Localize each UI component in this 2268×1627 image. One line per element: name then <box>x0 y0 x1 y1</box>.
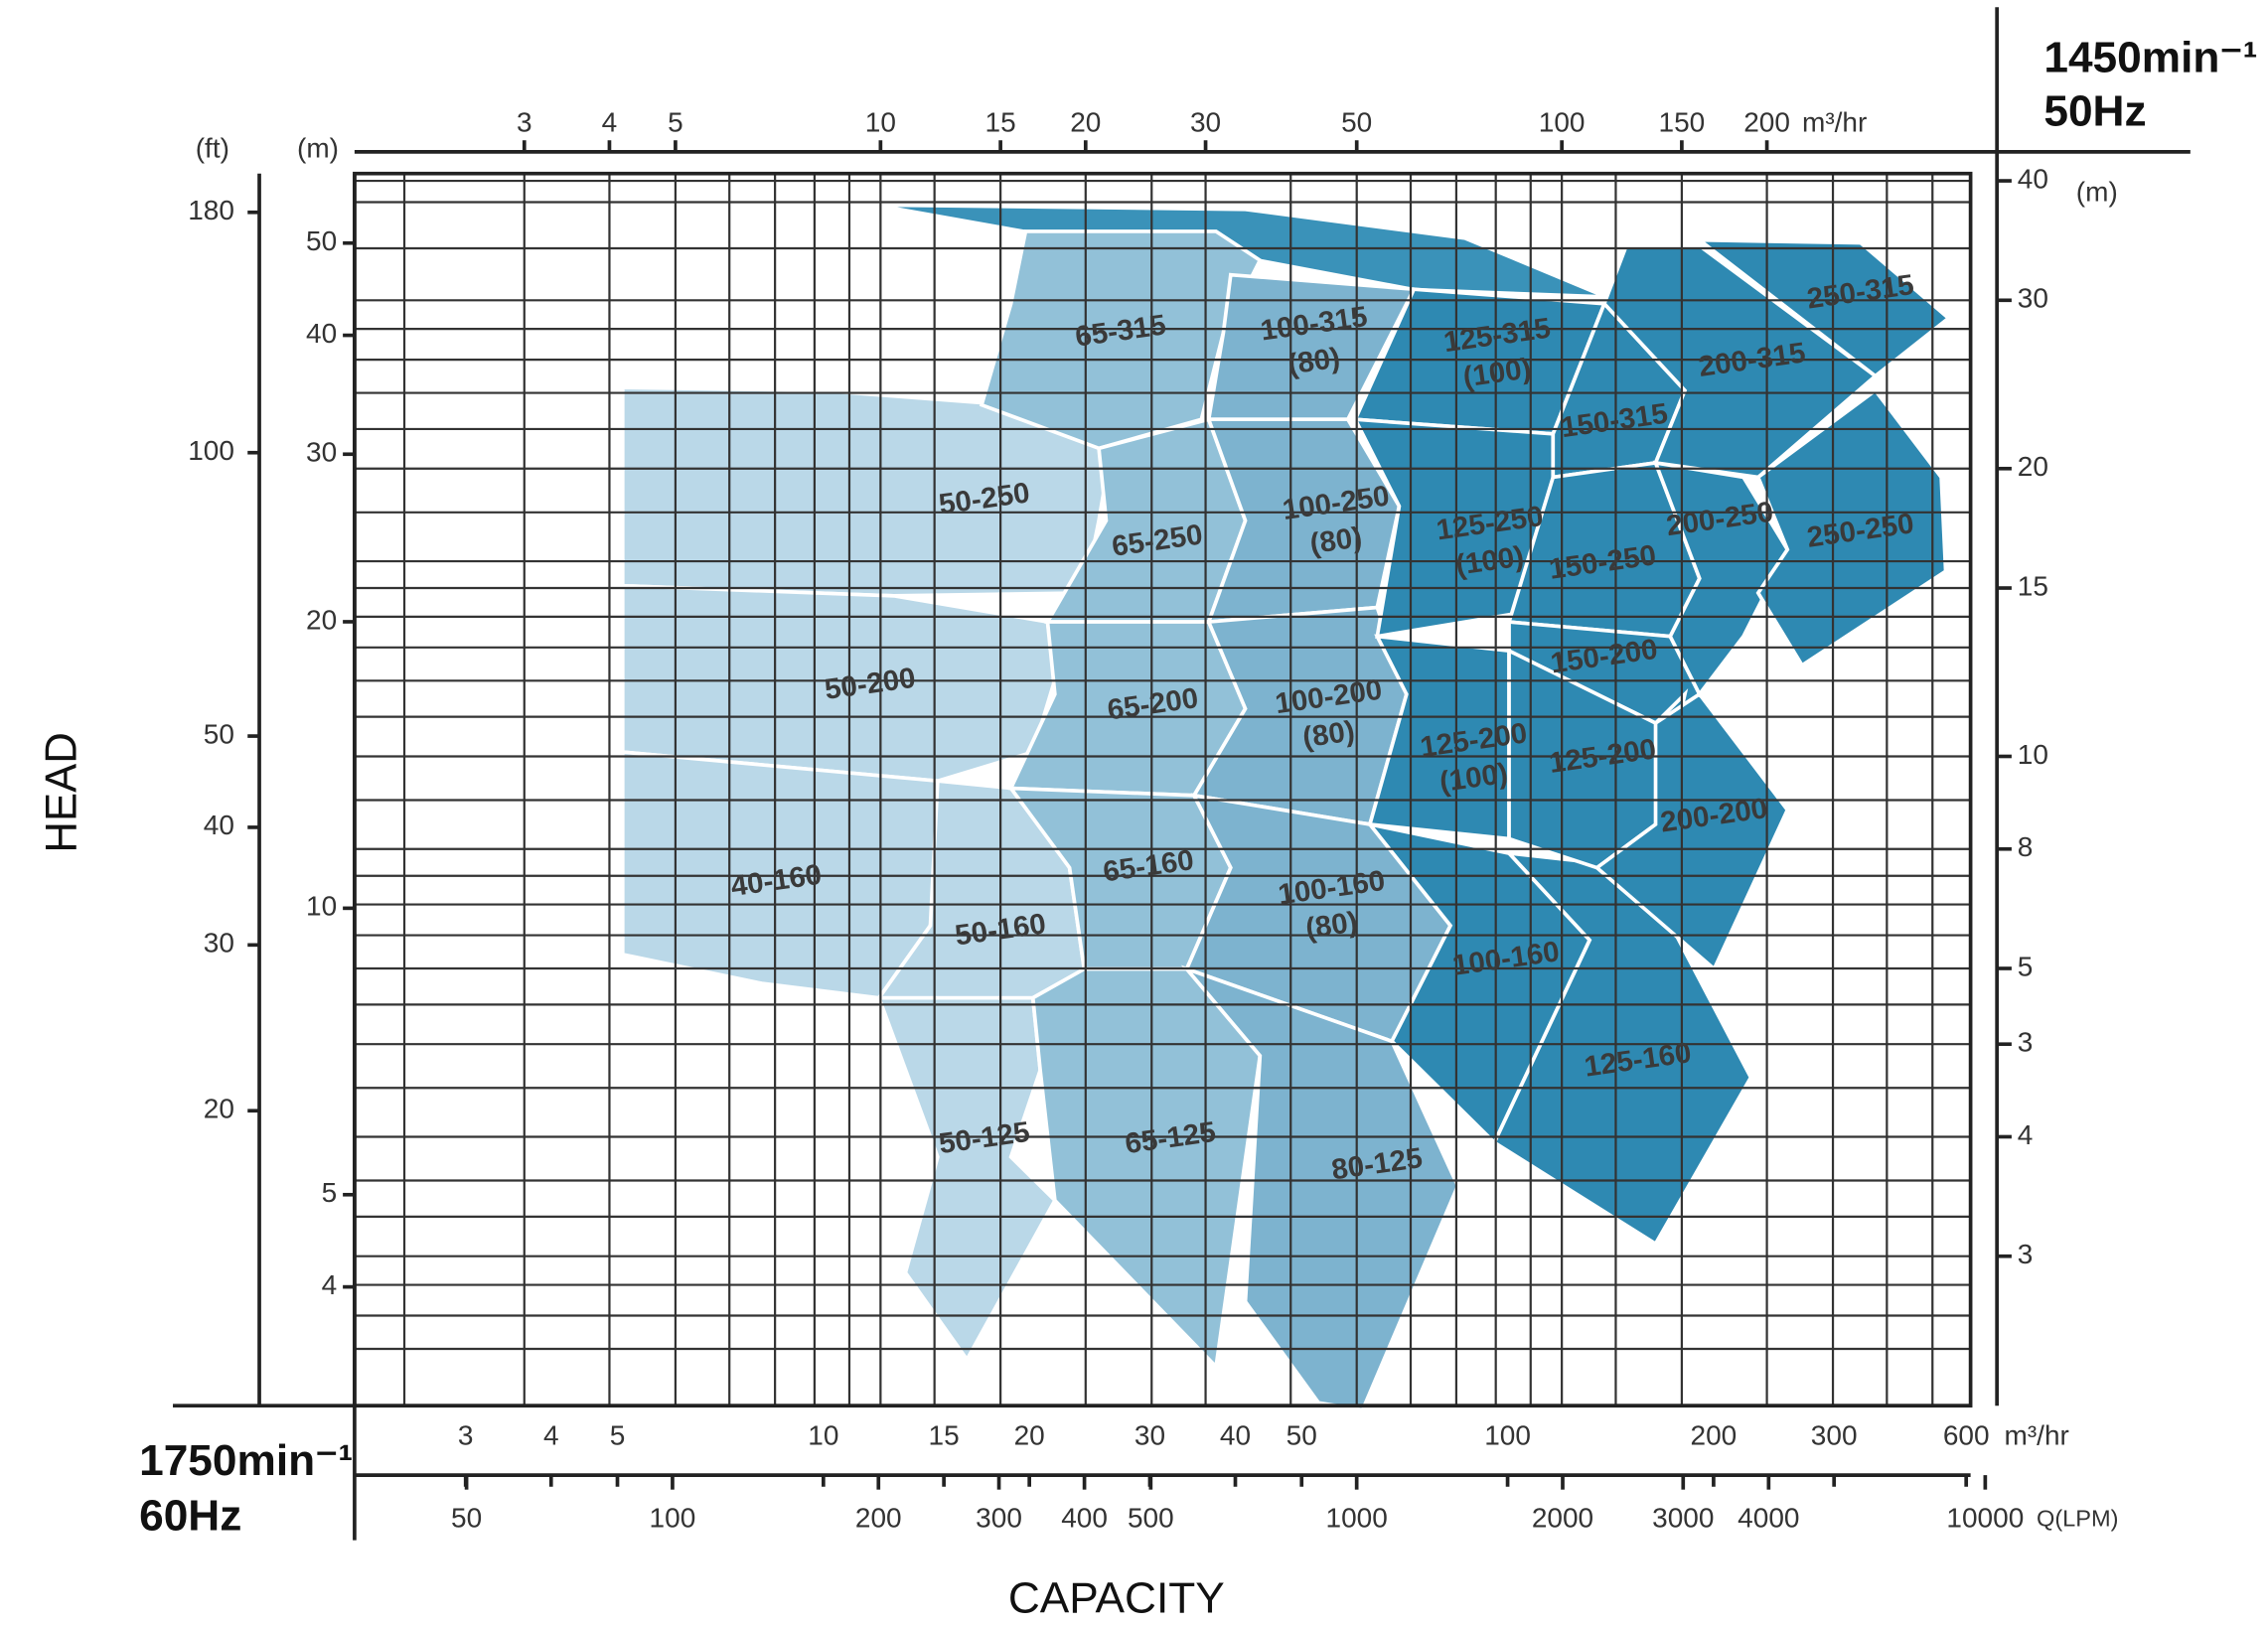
unit: (m) <box>2076 177 2118 208</box>
right-tick-label: 20 <box>2018 451 2048 482</box>
region <box>1352 417 1556 639</box>
bottom-tick-label: 40 <box>1220 1420 1251 1451</box>
unit: m³/hr <box>1802 107 1867 138</box>
bottom-tick-label: 3 <box>458 1420 474 1451</box>
top-tick-label: 20 <box>1070 107 1101 138</box>
top-tick-label: 15 <box>985 107 1016 138</box>
unit: Q(LPM) <box>2037 1506 2119 1532</box>
right-tick-label: 4 <box>2018 1119 2034 1150</box>
ft-tick-label: 180 <box>188 195 234 225</box>
right-tick-label: 40 <box>2018 164 2048 195</box>
right-tick-label: 15 <box>2018 570 2048 601</box>
ft-tick-label: 50 <box>204 719 234 750</box>
lpm-tick-label: 1000 <box>1326 1503 1388 1534</box>
top-tick-label: 50 <box>1341 107 1372 138</box>
speed-60: 1750min⁻¹ <box>139 1436 353 1485</box>
freq-50: 50Hz <box>2043 87 2146 136</box>
region <box>876 995 1058 1364</box>
bottom-tick-label: 4 <box>543 1420 559 1451</box>
region-label: (80) <box>1285 342 1342 381</box>
lpm-tick-label: 200 <box>855 1503 902 1534</box>
bottom-tick-label: 15 <box>929 1420 960 1451</box>
top-tick-label: 100 <box>1539 107 1586 138</box>
bottom-tick-label: 20 <box>1014 1420 1045 1451</box>
right-tick-label: 30 <box>2018 283 2048 314</box>
bottom-tick-label: 50 <box>1286 1420 1317 1451</box>
lpm-tick-label: 50 <box>451 1503 482 1534</box>
unit: m³/hr <box>2005 1420 2069 1451</box>
speed-50: 1450min⁻¹ <box>2043 34 2257 82</box>
freq-60: 60Hz <box>139 1492 241 1541</box>
bottom-tick-label: 200 <box>1691 1420 1738 1451</box>
ft-tick-label: 100 <box>188 435 234 466</box>
lpm-tick-label: 3000 <box>1652 1503 1714 1534</box>
ft-tick-label: 40 <box>204 810 234 840</box>
unit: (ft) <box>196 133 229 164</box>
m-tick-label: 4 <box>322 1269 338 1300</box>
m-tick-label: 10 <box>306 891 337 922</box>
right-tick-label: 5 <box>2018 951 2034 981</box>
top-tick-label: 200 <box>1743 107 1790 138</box>
bottom-tick-label: 100 <box>1484 1420 1531 1451</box>
lpm-tick-label: 400 <box>1061 1503 1108 1534</box>
unit: (m) <box>297 133 339 164</box>
lpm-tick-label: 500 <box>1128 1503 1174 1534</box>
lpm-tick-label: 100 <box>650 1503 696 1534</box>
lpm-tick-label: 4000 <box>1738 1503 1799 1534</box>
bottom-tick-label: 5 <box>610 1420 626 1451</box>
region <box>1030 966 1263 1371</box>
lpm-tick-label: 10000 <box>1946 1503 2024 1534</box>
right-tick-label: 8 <box>2018 831 2034 862</box>
bottom-tick-label: 600 <box>1943 1420 1990 1451</box>
region-label: (80) <box>1303 906 1360 946</box>
top-tick-label: 3 <box>517 107 532 138</box>
top-tick-label: 10 <box>865 107 896 138</box>
ft-tick-label: 30 <box>204 928 234 959</box>
right-tick-label: 10 <box>2018 739 2048 770</box>
axes <box>173 7 2191 1541</box>
top-tick-label: 4 <box>602 107 618 138</box>
ft-tick-label: 20 <box>204 1094 234 1124</box>
bottom-tick-label: 30 <box>1134 1420 1165 1451</box>
top-tick-label: 5 <box>668 107 683 138</box>
m-tick-label: 40 <box>306 318 337 349</box>
m-tick-label: 30 <box>306 437 337 468</box>
right-tick-label: 3 <box>2018 1027 2034 1058</box>
x-axis-label: CAPACITY <box>1008 1574 1225 1623</box>
top-tick-label: 150 <box>1659 107 1706 138</box>
region <box>1601 243 1879 480</box>
m-tick-label: 50 <box>306 225 337 256</box>
lpm-tick-label: 300 <box>976 1503 1022 1534</box>
right-tick-label: 3 <box>2018 1239 2034 1269</box>
top-tick-label: 30 <box>1190 107 1221 138</box>
bottom-tick-label: 300 <box>1811 1420 1858 1451</box>
lpm-tick-label: 2000 <box>1532 1503 1593 1534</box>
region-label: (80) <box>1307 520 1364 560</box>
bottom-tick-label: 10 <box>808 1420 838 1451</box>
m-tick-label: 5 <box>322 1177 338 1208</box>
y-axis-label: HEAD <box>37 732 85 852</box>
m-tick-label: 20 <box>306 604 337 635</box>
grid <box>353 171 1973 1408</box>
region-label: (80) <box>1300 715 1357 755</box>
